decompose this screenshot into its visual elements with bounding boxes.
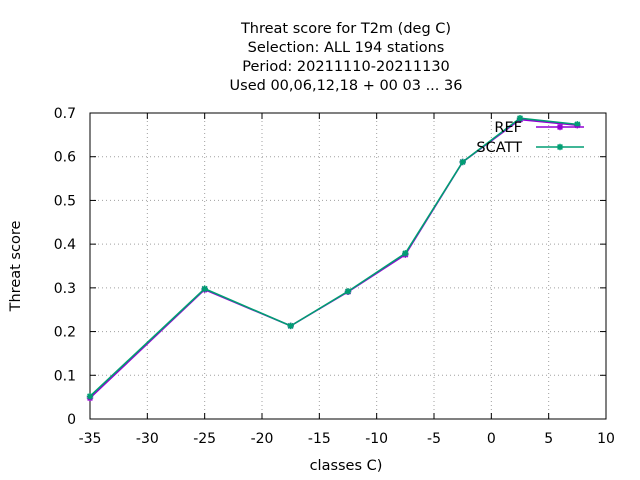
legend-marker xyxy=(556,143,564,151)
x-tick-label: -25 xyxy=(193,431,216,447)
y-tick-label: 0.4 xyxy=(54,237,76,253)
title-line-1: Threat score for T2m (deg C) xyxy=(240,21,451,37)
y-tick-label: 0.3 xyxy=(54,281,76,297)
data-point xyxy=(287,322,294,330)
x-tick-label: -10 xyxy=(365,431,388,447)
tick-labels: -35 -30 -25 -20 -15 -10 -5 0 5 10 0 0.1 0.2 0.3 0.4 0.5… xyxy=(54,106,615,447)
data-point xyxy=(344,288,352,295)
legend-marker xyxy=(556,123,564,131)
data-point xyxy=(86,393,94,400)
chart-title: Threat score for T2m (deg C) Selection: … xyxy=(230,21,463,94)
data-point xyxy=(402,250,409,257)
data-point xyxy=(516,115,524,122)
legend: REF SCATT xyxy=(476,120,584,156)
series-lines xyxy=(86,115,581,402)
y-tick-label: 0.7 xyxy=(54,106,76,122)
legend-item-scatt: SCATT xyxy=(476,140,584,156)
x-axis-label: classes C) xyxy=(310,458,383,474)
y-tick-label: 0.1 xyxy=(54,368,76,384)
plot-frame xyxy=(89,112,607,420)
title-line-4: Used 00,06,12,18 + 00 03 ... 36 xyxy=(230,78,463,94)
axis-ticks xyxy=(89,112,607,420)
x-tick-label: -35 xyxy=(79,431,102,447)
series-scatt xyxy=(86,115,581,400)
legend-label: REF xyxy=(494,120,522,136)
data-point xyxy=(459,158,466,166)
series-line xyxy=(89,117,578,397)
y-axis-label: Threat score xyxy=(8,221,24,313)
y-tick-label: 0.6 xyxy=(54,150,76,166)
data-point xyxy=(574,121,581,128)
title-line-3: Period: 20211110-20211130 xyxy=(242,59,450,75)
y-tick-label: 0.2 xyxy=(54,325,76,341)
legend-item-ref: REF xyxy=(494,120,584,136)
x-tick-label: -30 xyxy=(136,431,159,447)
series-ref xyxy=(86,116,581,402)
series-line xyxy=(89,118,578,399)
x-tick-label: -20 xyxy=(251,431,274,447)
x-tick-label: 10 xyxy=(597,431,615,447)
x-tick-label: 0 xyxy=(487,431,496,447)
grid-lines xyxy=(90,113,606,419)
x-tick-label: -5 xyxy=(427,431,441,447)
legend-label: SCATT xyxy=(476,140,522,156)
y-tick-label: 0.5 xyxy=(54,193,76,209)
data-point xyxy=(201,285,208,292)
y-tick-label: 0 xyxy=(67,412,76,428)
x-tick-label: 5 xyxy=(544,431,553,447)
title-line-2: Selection: ALL 194 stations xyxy=(248,40,445,56)
x-tick-label: -15 xyxy=(308,431,331,447)
